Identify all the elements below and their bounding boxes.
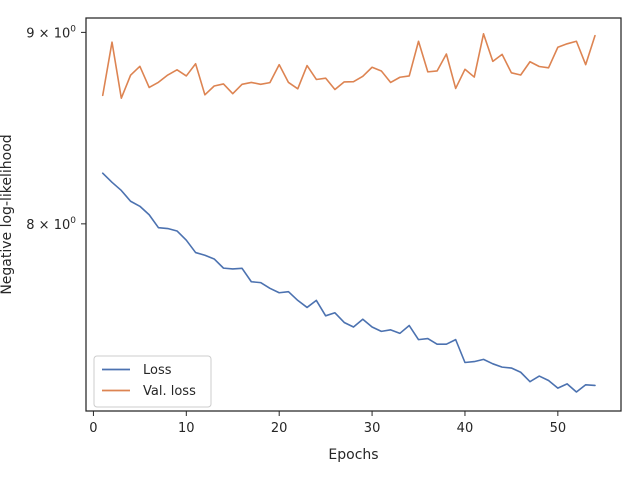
legend-label-loss: Loss: [143, 363, 172, 378]
y-axis-label: Negative log-likelihood: [0, 134, 15, 294]
legend-label-val-loss: Val. loss: [143, 384, 196, 399]
x-tick-label: 40: [457, 421, 474, 436]
series-line-loss: [101, 172, 596, 393]
x-axis-label: Epochs: [328, 447, 378, 463]
legend: Loss Val. loss: [93, 355, 212, 408]
x-tick-label: 30: [364, 421, 381, 436]
x-tick-label: 10: [178, 421, 195, 436]
y-tick-label: 8 × 100: [26, 216, 76, 233]
x-tick-label: 50: [550, 421, 567, 436]
x-tick-label: 20: [271, 421, 288, 436]
y-tick-label: 9 × 100: [26, 24, 76, 41]
series-line-val-loss: [101, 33, 596, 99]
plot-background: [86, 18, 621, 411]
plot-frame: [85, 17, 622, 412]
x-tick-label: 0: [89, 421, 97, 436]
